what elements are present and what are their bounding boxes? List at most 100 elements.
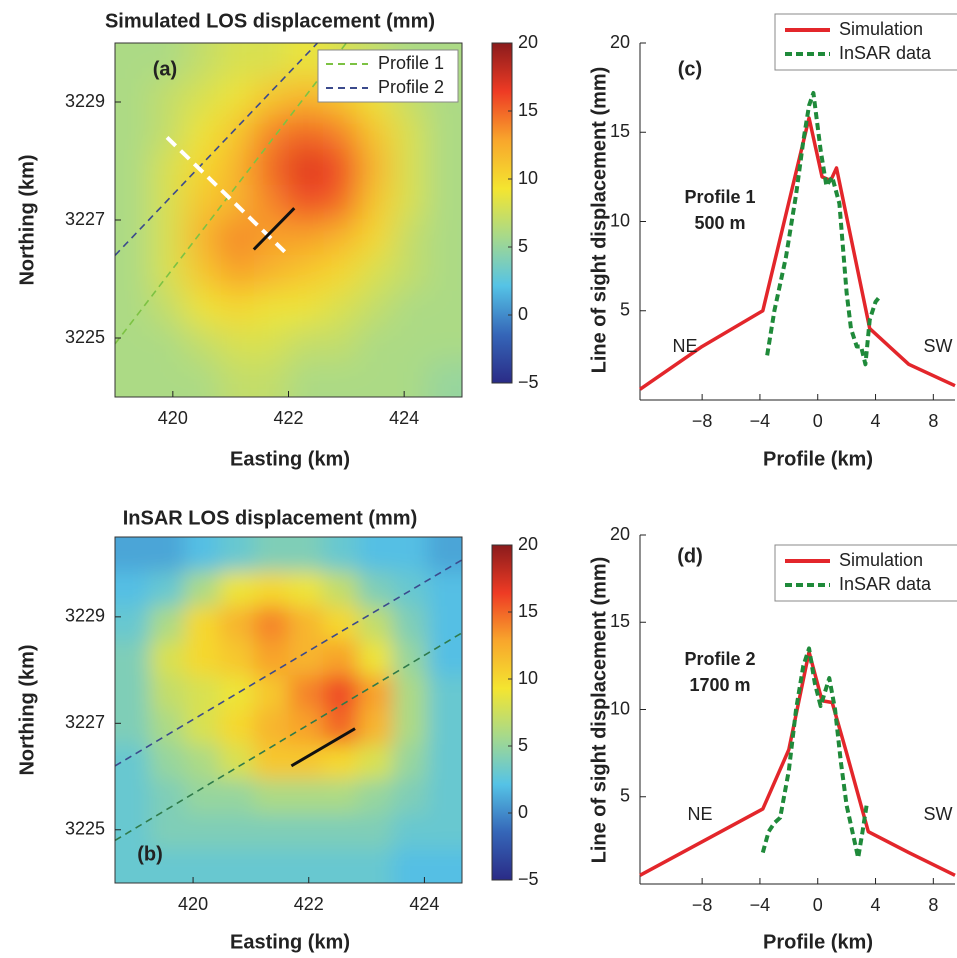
heat-cell (288, 640, 324, 676)
heat-cell (392, 606, 428, 642)
heat-cell (219, 779, 255, 815)
panel-label: (d) (677, 545, 703, 567)
heat-cell (357, 675, 394, 711)
heat-cell (427, 361, 462, 397)
heat-cell (288, 290, 324, 327)
heat-cell (288, 606, 324, 642)
heat-cell (115, 326, 151, 363)
heat-cell (219, 361, 255, 397)
panel-label: (a) (153, 58, 177, 80)
x-tick-label: −4 (750, 411, 771, 431)
colorbar-tick-label: 10 (518, 668, 538, 688)
heat-cell (357, 255, 394, 292)
heat-cell (253, 813, 290, 849)
heat-cell (427, 848, 462, 883)
heat-cell (288, 184, 324, 221)
x-tick-label: −8 (692, 895, 713, 915)
profile-line (115, 43, 318, 256)
heat-cell (392, 361, 428, 397)
heat-cell (427, 326, 462, 363)
legend-label: InSAR data (839, 574, 932, 594)
panel-label: (b) (137, 843, 163, 865)
heat-cell (357, 361, 394, 397)
heat-cell (323, 744, 359, 780)
annotation: Profile 2 (684, 649, 755, 669)
heat-cell (115, 848, 151, 883)
heat-cell (253, 848, 290, 883)
heat-cell (323, 255, 359, 292)
heat-cell (149, 255, 185, 292)
heat-cell (149, 848, 185, 883)
y-tick-label: 3227 (65, 712, 105, 732)
heat-cell (184, 779, 220, 815)
series-line (760, 646, 869, 860)
x-tick-label: 4 (871, 895, 881, 915)
profile-line (252, 207, 296, 251)
heat-cell (149, 571, 185, 607)
heat-cell (149, 361, 185, 397)
colorbar-tick-label: 5 (518, 236, 528, 256)
x-tick-label: 4 (871, 411, 881, 431)
colorbar-tick-label: 0 (518, 304, 528, 324)
y-tick-label: 3225 (65, 819, 105, 839)
heat-cell (115, 113, 151, 150)
heat-cell (115, 537, 151, 573)
x-tick-label: 8 (928, 895, 938, 915)
heat-cell (288, 149, 324, 186)
y-tick-label: 10 (610, 210, 630, 230)
heat-cell (115, 255, 151, 292)
x-tick-label: 420 (178, 894, 208, 914)
heat-cell (253, 675, 290, 711)
heat-cell (184, 537, 220, 573)
heat-cell (288, 326, 324, 363)
heat-cell (253, 537, 290, 573)
heat-cell (184, 744, 220, 780)
heat-cell (392, 710, 428, 746)
heat-cell (219, 606, 255, 642)
heat-cell (323, 149, 359, 186)
heat-cell (253, 113, 290, 150)
heat-cell (288, 571, 324, 607)
heatmap-cells (115, 537, 462, 883)
colorbar-tick-label: 15 (518, 601, 538, 621)
heat-cell (323, 848, 359, 883)
heat-cell (115, 361, 151, 397)
x-tick-label: −8 (692, 411, 713, 431)
heat-cell (219, 220, 255, 256)
y-tick-label: 20 (610, 524, 630, 544)
heat-cell (219, 78, 255, 115)
heat-cell (427, 290, 462, 327)
chart-title: InSAR LOS displacement (mm) (123, 507, 418, 529)
x-tick-label: 8 (928, 411, 938, 431)
heat-cell (184, 255, 220, 292)
heat-cell (219, 149, 255, 186)
heat-cell (357, 184, 394, 221)
heat-cell (288, 848, 324, 883)
series-line (765, 90, 882, 367)
heat-cell (149, 744, 185, 780)
heat-cell (323, 571, 359, 607)
legend-box (317, 49, 459, 103)
heat-cell (357, 813, 394, 849)
legend-label: Simulation (839, 19, 923, 39)
heat-cell (184, 290, 220, 327)
colorbar-tick-label: −5 (518, 869, 539, 889)
heat-cell (184, 710, 220, 746)
heat-cell (253, 255, 290, 292)
heat-cell (357, 848, 394, 883)
series-line (639, 650, 956, 877)
heatmap (115, 537, 462, 883)
heat-cell (149, 43, 185, 80)
heat-cell (184, 675, 220, 711)
heat-cell (219, 848, 255, 883)
heat-cell (115, 710, 151, 746)
heat-cell (427, 675, 462, 711)
x-axis-label: Profile (km) (763, 448, 873, 470)
heat-cell (392, 184, 428, 221)
heat-cell (219, 537, 255, 573)
heat-cell (253, 571, 290, 607)
heat-cell (219, 290, 255, 327)
heat-cell (323, 813, 359, 849)
heat-cell (288, 710, 324, 746)
legend-box (774, 544, 957, 602)
